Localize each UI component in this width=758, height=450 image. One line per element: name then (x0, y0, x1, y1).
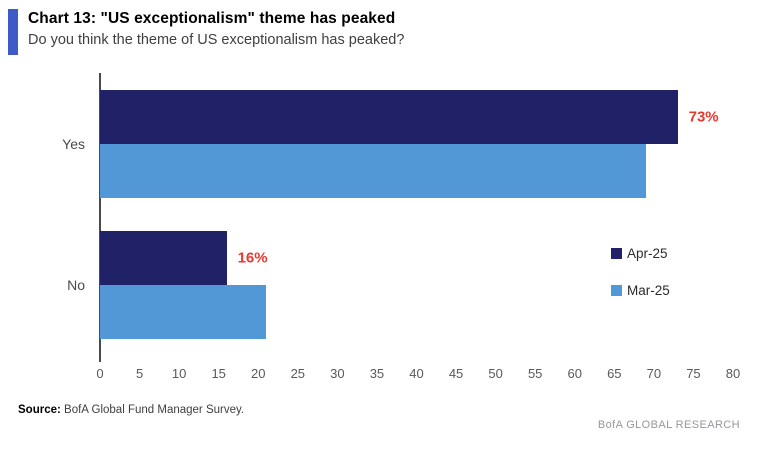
x-tick-80: 80 (725, 366, 741, 381)
x-tick-75: 75 (686, 366, 701, 381)
bar-yes-mar-25 (100, 144, 646, 198)
title-accent-bar (8, 9, 18, 55)
x-tick-60: 60 (567, 366, 582, 381)
x-tick-50: 50 (488, 366, 503, 381)
x-tick-25: 25 (290, 366, 306, 381)
source-text: BofA Global Fund Manager Survey. (60, 404, 245, 416)
x-tick-40: 40 (409, 366, 424, 381)
legend-swatch-apr-25 (611, 248, 622, 259)
category-label-yes: Yes (62, 136, 85, 152)
y-axis-line (99, 73, 101, 362)
x-tick-5: 5 (135, 366, 144, 381)
source-line: Source: BofA Global Fund Manager Survey. (18, 404, 244, 416)
legend-label-mar-25: Mar-25 (627, 283, 670, 298)
source-label: Source: (18, 404, 61, 416)
x-tick-35: 35 (369, 366, 385, 381)
chart-subtitle: Do you think the theme of US exceptional… (28, 32, 405, 48)
legend: Apr-25 Mar-25 (611, 246, 670, 298)
x-tick-65: 65 (607, 366, 622, 381)
x-tick-20: 20 (251, 366, 266, 381)
bar-yes-apr-25 (100, 90, 678, 144)
legend-label-apr-25: Apr-25 (627, 246, 668, 261)
bar-no-mar-25 (100, 285, 266, 339)
value-label-no: 16% (237, 249, 268, 267)
x-tick-45: 45 (448, 366, 464, 381)
legend-swatch-mar-25 (611, 285, 622, 296)
category-label-no: No (67, 277, 85, 293)
legend-entry-mar-25: Mar-25 (611, 283, 670, 298)
brand-text: BofA GLOBAL RESEARCH (597, 419, 740, 431)
x-tick-0: 0 (96, 366, 104, 381)
chart-title: Chart 13: "US exceptionalism" theme has … (28, 10, 396, 27)
value-label-yes: 73% (688, 108, 719, 126)
x-tick-10: 10 (171, 366, 187, 381)
x-tick-70: 70 (646, 366, 662, 381)
x-tick-30: 30 (330, 366, 345, 381)
bar-no-apr-25 (100, 231, 227, 285)
legend-entry-apr-25: Apr-25 (611, 246, 670, 261)
x-tick-15: 15 (211, 366, 226, 381)
x-tick-55: 55 (527, 366, 543, 381)
